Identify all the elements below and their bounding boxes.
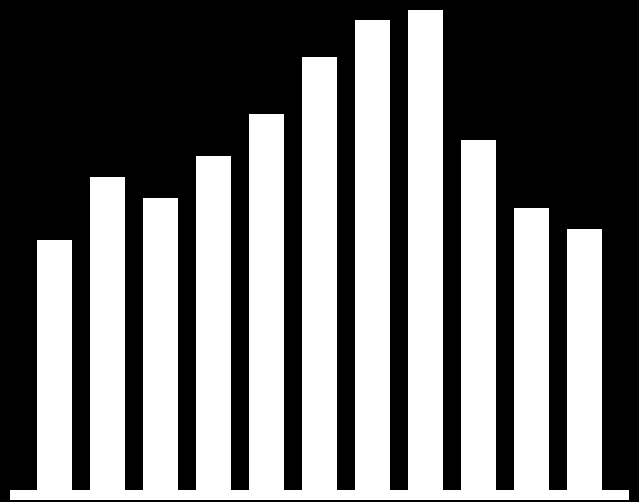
bar	[514, 208, 549, 490]
bar-chart	[0, 0, 639, 502]
bar	[355, 20, 390, 490]
bar	[461, 140, 496, 490]
x-axis-baseline	[10, 490, 629, 500]
bar	[196, 156, 231, 490]
bars-container	[30, 10, 609, 490]
bar	[249, 114, 284, 490]
bar	[37, 240, 72, 490]
bar	[567, 229, 602, 490]
bar	[408, 10, 443, 490]
plot-area	[0, 0, 639, 502]
bar	[90, 177, 125, 490]
bar	[143, 198, 178, 490]
bar	[302, 57, 337, 490]
